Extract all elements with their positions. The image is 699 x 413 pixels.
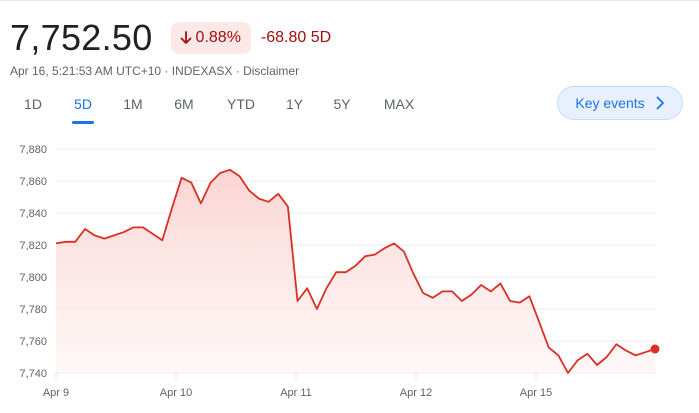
top-border: [0, 0, 699, 1]
y-tick-label: 7,840: [19, 208, 47, 220]
x-tick-label: Apr 10: [160, 387, 192, 399]
quote-metadata: Apr 16, 5:21:53 AM UTC+10 · INDEXASX · D…: [10, 64, 300, 78]
x-tick-label: Apr 11: [280, 387, 312, 399]
absolute-change: -68.80 5D: [261, 29, 331, 47]
tab-ytd[interactable]: YTD: [227, 96, 255, 112]
x-tick-label: Apr 12: [400, 387, 432, 399]
percent-change-badge: 0.88%: [170, 22, 251, 54]
current-price: 7,752.50: [10, 17, 153, 58]
x-tick-label: Apr 15: [520, 387, 552, 399]
y-tick-label: 7,860: [19, 176, 47, 188]
y-tick-label: 7,800: [19, 272, 47, 284]
y-tick-label: 7,780: [19, 304, 47, 316]
y-axis-ticks: 7,880 7,860 7,840 7,820 7,800 7,780 7,760 7,740: [19, 144, 47, 380]
arrow-down-icon: [179, 30, 193, 46]
key-events-label: Key events: [575, 95, 645, 111]
series-layer: [55, 168, 660, 374]
tab-6m[interactable]: 6M: [174, 96, 194, 112]
tab-1d[interactable]: 1D: [24, 96, 42, 112]
tab-5y[interactable]: 5Y: [333, 96, 351, 112]
absolute-change-value: -68.80: [260, 29, 307, 46]
y-tick-label: 7,880: [19, 144, 47, 156]
price-line: [55, 168, 656, 374]
y-tick-label: 7,740: [19, 368, 47, 380]
tab-max[interactable]: MAX: [383, 96, 415, 112]
price-row: 7,752.50 0.88% -68.80 5D: [10, 18, 331, 58]
tab-1y[interactable]: 1Y: [286, 96, 304, 112]
chevron-right-icon: [655, 96, 665, 110]
area-fill: [56, 169, 655, 373]
key-events-button[interactable]: Key events: [557, 86, 683, 120]
last-price-marker: [650, 344, 660, 354]
y-tick-label: 7,820: [19, 240, 47, 252]
x-axis-ticks: Apr 9 Apr 10 Apr 11 Apr 12 Apr 15: [43, 373, 552, 399]
tab-5d[interactable]: 5D: [72, 90, 94, 124]
tab-1m[interactable]: 1M: [123, 96, 143, 112]
x-tick-label: Apr 9: [43, 387, 69, 399]
percent-change-value: 0.88%: [195, 29, 241, 46]
change-period: 5D: [310, 29, 332, 46]
price-chart[interactable]: 7,880 7,860 7,840 7,820 7,800 7,780 7,760 7,740…: [0, 130, 699, 413]
y-tick-label: 7,760: [19, 336, 47, 348]
